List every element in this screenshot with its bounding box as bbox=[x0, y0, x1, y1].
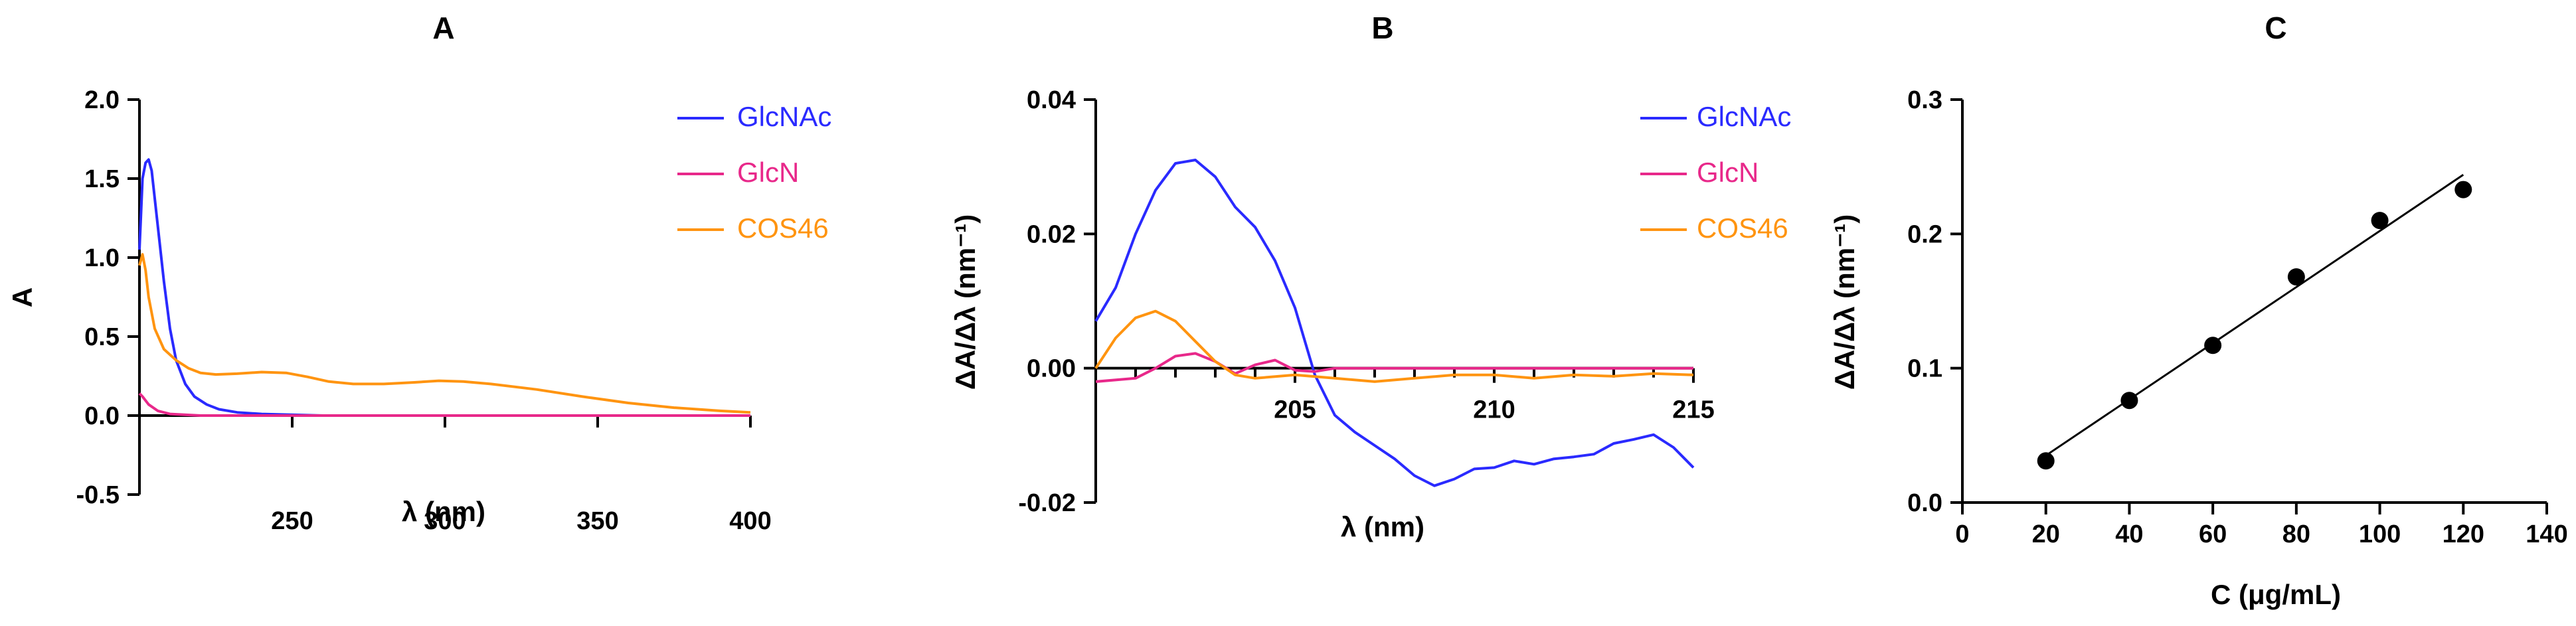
y-tick-label: 0.02 bbox=[1027, 220, 1076, 248]
y-axis-label: ΔA/Δλ (nm⁻¹) bbox=[950, 214, 981, 390]
data-point bbox=[2371, 212, 2389, 230]
y-tick-label: 2.0 bbox=[84, 86, 120, 114]
x-tick-label: 250 bbox=[271, 507, 313, 535]
x-tick-label: 350 bbox=[576, 507, 618, 535]
x-tick-label: 0 bbox=[1955, 520, 1969, 548]
fit-line bbox=[2045, 174, 2464, 457]
y-tick-label: -0.5 bbox=[76, 481, 120, 509]
x-tick-label: 20 bbox=[2032, 520, 2060, 548]
legend-label: COS46 bbox=[1697, 212, 1788, 244]
series-line-cos46 bbox=[1094, 309, 1694, 383]
y-axis-label: ΔA/Δλ (nm⁻¹) bbox=[1829, 214, 1860, 390]
x-tick-label: 210 bbox=[1473, 396, 1515, 424]
x-tick-label: 400 bbox=[729, 507, 771, 535]
x-tick-label: 120 bbox=[2443, 520, 2484, 548]
x-axis-label: C (μg/mL) bbox=[2211, 579, 2341, 610]
y-tick-label: 0.0 bbox=[84, 402, 120, 430]
x-tick-label: 100 bbox=[2359, 520, 2401, 548]
legend-label: GlcN bbox=[737, 157, 799, 188]
y-tick-label: 0.0 bbox=[1907, 489, 1942, 517]
x-tick-label: 40 bbox=[2115, 520, 2143, 548]
y-tick-label: 0.2 bbox=[1907, 220, 1942, 248]
x-axis-label: λ (nm) bbox=[402, 496, 485, 527]
panel-title-b: B bbox=[1371, 11, 1393, 45]
y-tick-label: 0.00 bbox=[1027, 355, 1076, 383]
y-tick-label: 1.0 bbox=[84, 244, 120, 272]
series-line-glcnac bbox=[1094, 159, 1695, 487]
data-point bbox=[2037, 452, 2055, 470]
data-point bbox=[2287, 268, 2305, 286]
series-line-cos46 bbox=[138, 253, 751, 414]
data-point bbox=[2120, 392, 2138, 410]
x-axis-label: λ (nm) bbox=[1341, 511, 1424, 542]
legend-label: GlcNAc bbox=[737, 101, 831, 132]
y-tick-label: 0.3 bbox=[1907, 86, 1942, 114]
panel-title-a: A bbox=[432, 11, 454, 45]
series-line-glcnac bbox=[138, 158, 750, 417]
y-tick-label: 1.5 bbox=[84, 165, 120, 193]
x-tick-label: 215 bbox=[1672, 396, 1714, 424]
data-point bbox=[2454, 181, 2472, 198]
y-tick-label: 0.5 bbox=[84, 323, 120, 351]
x-tick-label: 60 bbox=[2199, 520, 2227, 548]
y-tick-label: -0.02 bbox=[1018, 489, 1076, 517]
y-tick-label: 0.1 bbox=[1907, 355, 1942, 383]
x-tick-label: 205 bbox=[1274, 396, 1316, 424]
x-tick-label: 300 bbox=[424, 507, 466, 535]
y-axis-label: A bbox=[7, 287, 38, 307]
panel-title-c: C bbox=[2265, 11, 2286, 45]
legend-label: GlcNAc bbox=[1697, 101, 1791, 132]
series-line-glcn bbox=[1095, 352, 1693, 383]
y-tick-label: 0.04 bbox=[1027, 86, 1076, 114]
data-point bbox=[2204, 337, 2222, 354]
x-tick-label: 80 bbox=[2282, 520, 2310, 548]
x-tick-label: 140 bbox=[2526, 520, 2567, 548]
legend-label: GlcN bbox=[1697, 157, 1759, 188]
series-line-glcn bbox=[138, 392, 750, 417]
legend-label: COS46 bbox=[737, 212, 829, 244]
